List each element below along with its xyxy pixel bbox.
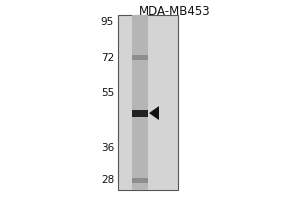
Bar (132, 178, 148, 183)
Text: 36: 36 (101, 143, 114, 153)
Text: 72: 72 (101, 53, 114, 63)
Polygon shape (149, 106, 159, 120)
Text: 55: 55 (101, 88, 114, 98)
Text: 95: 95 (101, 17, 114, 27)
Bar (118, 15, 178, 190)
Text: 28: 28 (101, 175, 114, 185)
Text: MDA-MB453: MDA-MB453 (139, 5, 211, 18)
Bar (132, 110, 148, 117)
Bar (132, 15, 148, 190)
Bar (132, 55, 148, 60)
